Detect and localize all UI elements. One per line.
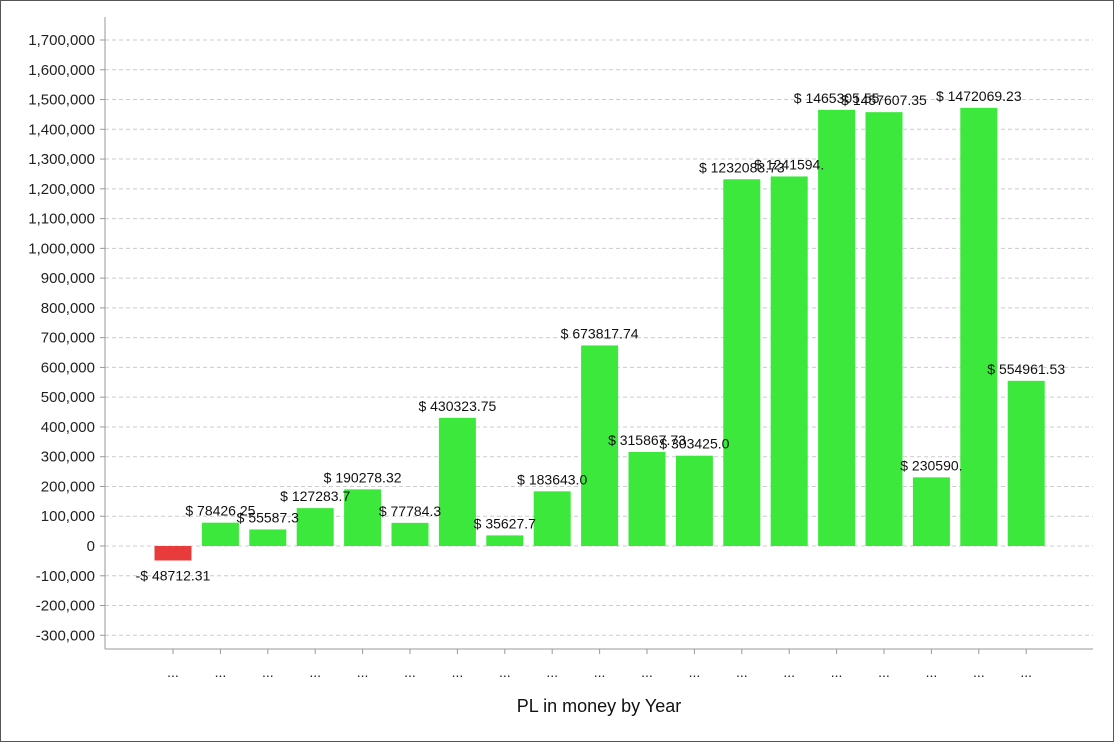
bar <box>201 522 239 546</box>
data-label: $ 77784.3 <box>379 503 441 519</box>
y-tick-label: 1,100,000 <box>28 211 95 228</box>
y-tick-label: 200,000 <box>41 478 95 495</box>
bar <box>154 546 192 561</box>
y-tick-label: 1,000,000 <box>28 240 95 257</box>
bar <box>391 522 429 546</box>
category-label: ... <box>831 664 843 680</box>
y-tick-label: 1,200,000 <box>28 181 95 198</box>
bar <box>533 491 571 546</box>
category-label: ... <box>215 664 227 680</box>
category-label: ... <box>1020 664 1032 680</box>
y-tick-label: -100,000 <box>36 568 95 585</box>
data-label: -$ 48712.31 <box>136 567 211 583</box>
category-label: ... <box>404 664 416 680</box>
bar <box>723 179 761 546</box>
data-label: $ 1232083.73 <box>699 159 785 175</box>
data-label: $ 1465305.55 <box>794 90 880 106</box>
bar <box>960 107 998 546</box>
category-label: ... <box>546 664 558 680</box>
bar <box>296 508 334 546</box>
bar <box>486 535 524 546</box>
category-label: ... <box>594 664 606 680</box>
data-label: $ 554961.53 <box>987 361 1065 377</box>
y-tick-label: 900,000 <box>41 270 95 287</box>
y-tick-label: 1,600,000 <box>28 62 95 79</box>
y-tick-label: 400,000 <box>41 419 95 436</box>
data-label: $ 35627.7 <box>474 515 536 531</box>
bar <box>1007 380 1045 546</box>
bar <box>344 489 382 546</box>
data-label: $ 190278.32 <box>324 469 402 485</box>
y-tick-label: 1,700,000 <box>28 32 95 49</box>
bar <box>675 455 713 546</box>
y-tick-labels: -300,000 -200,000 -100,000 0 100,000 200,000 3… <box>28 32 105 644</box>
data-label: $ 230590. <box>900 457 962 473</box>
bar <box>770 176 808 547</box>
y-tick-label: 1,500,000 <box>28 92 95 109</box>
bar <box>249 529 287 546</box>
category-label: ... <box>452 664 464 680</box>
data-label: $ 1241594. <box>754 156 824 172</box>
x-axis-title: PL in money by Year <box>517 696 681 716</box>
bar <box>865 112 903 546</box>
bar <box>438 417 476 546</box>
bar <box>912 477 950 546</box>
data-label: $ 303425.0 <box>659 436 729 452</box>
y-tick-label: 1,300,000 <box>28 151 95 168</box>
category-labels: ........................................… <box>167 649 1032 680</box>
y-tick-label: -200,000 <box>36 598 95 615</box>
category-label: ... <box>736 664 748 680</box>
y-tick-label: 0 <box>87 538 95 555</box>
data-label: $ 673817.74 <box>561 325 639 341</box>
bar <box>818 109 856 546</box>
bar <box>628 451 666 546</box>
category-label: ... <box>973 664 985 680</box>
data-label: $ 1472069.23 <box>936 88 1022 104</box>
data-labels: -$ 48712.31 $ 78426.25$ 55587.3 $ 127283.7… <box>136 88 1066 584</box>
category-label: ... <box>783 664 795 680</box>
y-tick-label: 600,000 <box>41 359 95 376</box>
category-label: ... <box>499 664 511 680</box>
y-tick-label: 100,000 <box>41 508 95 525</box>
y-tick-label: 1,400,000 <box>28 121 95 138</box>
y-tick-label: -300,000 <box>36 627 95 644</box>
y-tick-label: 300,000 <box>41 449 95 466</box>
data-label: $ 183643.0 <box>517 471 587 487</box>
category-label: ... <box>262 664 274 680</box>
y-tick-label: 700,000 <box>41 330 95 347</box>
data-label: $ 1457607.35 <box>841 92 927 108</box>
data-label: $ 315867.73 <box>608 432 686 448</box>
category-label: ... <box>167 664 179 680</box>
bars <box>154 107 1045 561</box>
y-tick-label: 500,000 <box>41 389 95 406</box>
data-label: $ 127283.7 <box>280 488 350 504</box>
category-label: ... <box>357 664 369 680</box>
category-label: ... <box>689 664 701 680</box>
data-label: $ 430323.75 <box>418 398 496 414</box>
data-label: $ 78426.25 <box>185 503 255 519</box>
bar <box>581 345 619 546</box>
category-label: ... <box>878 664 890 680</box>
category-label: ... <box>926 664 938 680</box>
data-label: $ 55587.3 <box>237 509 299 525</box>
y-tick-label: 800,000 <box>41 300 95 317</box>
category-label: ... <box>309 664 321 680</box>
category-label: ... <box>641 664 653 680</box>
